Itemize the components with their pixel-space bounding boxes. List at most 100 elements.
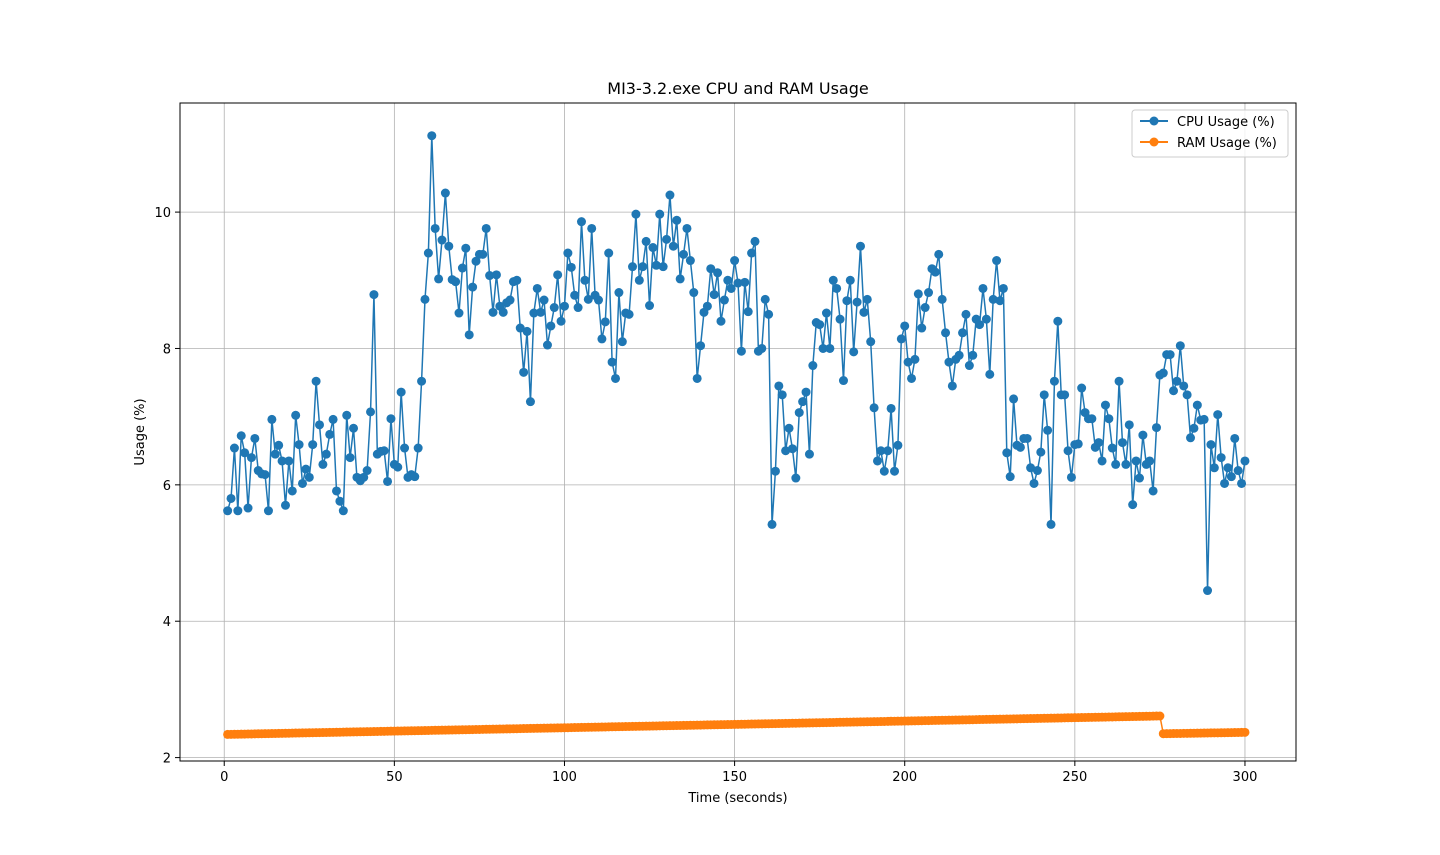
cpu-point (614, 288, 624, 298)
axis-ticks: 0 50 100 150 200 250 300 2 4 6 8 10 (154, 206, 1257, 785)
x-axis-label: Time (seconds) (687, 791, 787, 806)
cpu-point (815, 320, 825, 330)
cpu-point (274, 440, 284, 450)
cpu-point (491, 270, 501, 280)
cpu-point (362, 466, 372, 476)
cpu-point (726, 283, 736, 293)
cpu-point (818, 343, 828, 353)
cpu-point (988, 294, 998, 304)
x-tick-label: 100 (552, 770, 577, 785)
cpu-point (668, 241, 678, 251)
cpu-point (944, 357, 954, 367)
cpu-point (580, 275, 590, 285)
cpu-point (794, 408, 804, 418)
cpu-point (689, 288, 699, 298)
cpu-point (716, 316, 726, 326)
cpu-point (263, 506, 273, 516)
cpu-point (379, 446, 389, 456)
cpu-point (825, 343, 835, 353)
y-tick-label: 6 (163, 479, 171, 494)
cpu-point (308, 440, 318, 450)
cpu-point (457, 263, 467, 273)
cpu-point (349, 423, 359, 433)
plot-frame (179, 102, 1297, 762)
cpu-point (1073, 439, 1083, 449)
cpu-point (740, 277, 750, 287)
cpu-point (842, 296, 852, 306)
cpu-point (886, 403, 896, 413)
cpu-point (1237, 478, 1247, 488)
cpu-point (396, 387, 406, 397)
x-tick-label: 250 (1062, 770, 1087, 785)
cpu-point (624, 309, 634, 319)
x-tick-label: 200 (892, 770, 917, 785)
cpu-point (1226, 472, 1236, 482)
cpu-point (325, 429, 335, 439)
cpu-point (665, 190, 675, 200)
cpu-point (427, 131, 437, 141)
cpu-point (913, 289, 923, 299)
cpu-point (859, 307, 869, 317)
cpu-point (1206, 440, 1216, 450)
cpu-point (1114, 376, 1124, 386)
cpu-point (1077, 383, 1087, 393)
cpu-point (862, 294, 872, 304)
cpu-point (995, 296, 1005, 306)
cpu-point (672, 215, 682, 225)
cpu-point (525, 397, 535, 407)
cpu-point (743, 307, 753, 317)
cpu-point (393, 462, 403, 472)
cpu-point (250, 433, 260, 443)
cpu-point (420, 294, 430, 304)
legend: CPU Usage (%) RAM Usage (%) (1131, 109, 1289, 158)
cpu-point (481, 223, 491, 233)
cpu-point (1053, 316, 1063, 326)
cpu-point (890, 466, 900, 476)
ram-point (1240, 727, 1250, 737)
cpu-point (417, 376, 427, 386)
cpu-point (791, 473, 801, 483)
cpu-point (437, 235, 447, 245)
cpu-point (229, 443, 239, 453)
cpu-point (1015, 442, 1025, 452)
cpu-point (961, 309, 971, 319)
cpu-point (736, 346, 746, 356)
cpu-point (267, 414, 277, 424)
cpu-point (1063, 446, 1073, 456)
cpu-point (1060, 390, 1070, 400)
cpu-point (291, 410, 301, 420)
cpu-point (277, 456, 287, 466)
cpu-point (1066, 472, 1076, 482)
cpu-point (332, 486, 342, 496)
cpu-point (318, 459, 328, 469)
cpu-point (1002, 448, 1012, 458)
cpu-point (1049, 376, 1059, 386)
cpu-point (1026, 463, 1036, 473)
cpu-point (600, 317, 610, 327)
cpu-point (386, 414, 396, 424)
cpu-point (315, 420, 324, 430)
cpu-point (760, 294, 770, 304)
cpu-point (597, 334, 607, 344)
cpu-point (556, 316, 566, 326)
cpu-point (696, 341, 706, 351)
cpu-point (934, 249, 944, 259)
cpu-point (808, 361, 818, 371)
cpu-point (617, 337, 627, 347)
cpu-point (522, 326, 532, 336)
cpu-point (611, 373, 621, 383)
cpu-point (1240, 456, 1250, 466)
cpu-point (1032, 466, 1042, 476)
cpu-point (297, 478, 307, 488)
cpu-point (471, 256, 481, 266)
cpu-point (924, 288, 934, 298)
y-tick-label: 2 (163, 752, 171, 767)
cpu-point (954, 350, 964, 360)
cpu-point (430, 223, 440, 233)
cpu-point (1220, 478, 1230, 488)
cpu-point (784, 423, 794, 433)
cpu-point (594, 295, 603, 305)
cpu-point (226, 493, 236, 503)
cpu-point (1175, 341, 1185, 351)
y-axis-label: Usage (%) (133, 398, 148, 465)
